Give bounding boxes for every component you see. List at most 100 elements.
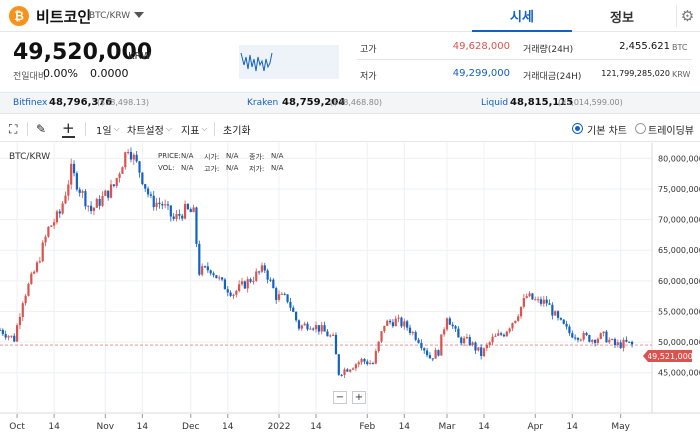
tab-sise[interactable]: 시세 xyxy=(472,0,572,32)
candle-body xyxy=(141,172,144,185)
candle-body xyxy=(277,294,281,300)
tradingview-radio[interactable] xyxy=(635,123,646,134)
legend-open-label: 시가: xyxy=(204,153,220,161)
candle-body xyxy=(92,207,96,211)
candle-body xyxy=(87,205,90,207)
indicators-menu[interactable]: 지표 ⌵ xyxy=(181,120,207,138)
candle-body xyxy=(468,337,471,346)
candle-body xyxy=(33,271,36,274)
candle-body xyxy=(602,331,605,334)
candle-body xyxy=(585,333,588,336)
top-bar: ₿ 비트코인 BTC/KRW 시세 정보 ⚙ xyxy=(0,0,700,32)
candle-body xyxy=(360,359,363,363)
interval-select[interactable]: 1일 ⌵ xyxy=(96,120,120,138)
x-tick-label: Feb xyxy=(359,422,375,432)
candle-body xyxy=(252,280,255,282)
candle-body xyxy=(52,222,56,226)
candle-body xyxy=(127,151,130,153)
coin-select-caret-icon[interactable] xyxy=(134,12,144,18)
current-price-unit: KRW xyxy=(128,51,151,62)
candle-body xyxy=(462,338,466,344)
x-tick-label: 14 xyxy=(310,422,322,432)
candle-body xyxy=(30,273,33,284)
exchange-usd-bitfinex: ($38,498.13) xyxy=(97,98,150,107)
exchange-name-bitfinex[interactable]: Bitfinex xyxy=(13,98,48,108)
candle-body xyxy=(337,354,340,375)
candle-body xyxy=(485,344,488,349)
candle-body xyxy=(568,326,571,334)
candle-body xyxy=(556,311,560,318)
candle-body xyxy=(500,333,503,335)
candle-body xyxy=(397,317,400,319)
candle-body xyxy=(562,319,565,324)
chart-settings-menu[interactable]: 차트설정 ⌵ xyxy=(127,120,172,138)
candle-body xyxy=(203,266,207,268)
tradingview-label[interactable]: 트레이딩뷰 xyxy=(648,125,694,137)
candle-body xyxy=(240,281,244,285)
candle-body xyxy=(297,320,301,329)
basic-chart-radio[interactable] xyxy=(572,123,583,134)
candle-body xyxy=(255,271,258,281)
candle-body xyxy=(460,337,463,344)
candle-body xyxy=(448,318,451,325)
candle-body xyxy=(70,163,73,185)
candle-body xyxy=(50,225,53,227)
crosshair-icon[interactable]: + xyxy=(62,119,75,138)
candle-body xyxy=(107,190,110,198)
reset-button[interactable]: 초기화 xyxy=(223,125,251,137)
candle-body xyxy=(289,301,292,308)
tab-info[interactable]: 정보 xyxy=(610,10,634,26)
exchange-name-liquid[interactable]: Liquid xyxy=(481,98,509,108)
candle-body xyxy=(522,297,525,307)
fullscreen-icon[interactable]: ⛶ xyxy=(9,121,18,136)
zoom-out-button[interactable]: − xyxy=(333,391,347,404)
candle-body xyxy=(386,320,389,326)
legend-low-value: N/A xyxy=(271,164,284,172)
candle-body xyxy=(27,283,30,296)
candle-body xyxy=(1,329,4,335)
candle-body xyxy=(630,341,634,345)
candle-body xyxy=(320,325,323,332)
candle-body xyxy=(275,288,278,300)
x-tick-label: 14 xyxy=(567,422,579,432)
legend-close-value: N/A xyxy=(271,152,284,160)
candle-body xyxy=(10,335,13,337)
candle-body xyxy=(206,266,209,271)
candle-body xyxy=(406,321,409,328)
candle-body xyxy=(502,334,506,337)
legend-high-label: 고가: xyxy=(204,165,220,173)
settings-gear-icon[interactable]: ⚙ xyxy=(676,5,698,27)
candle-body xyxy=(317,325,320,332)
candle-body xyxy=(445,318,449,330)
candle-body xyxy=(488,342,491,345)
candle-body xyxy=(47,226,50,237)
legend-vol-label: VOL: xyxy=(158,164,175,172)
basic-chart-label[interactable]: 기본 차트 xyxy=(587,125,627,137)
price-chart[interactable]: 45,000,000 50,000,000 55,000,000 60,000,000… xyxy=(0,143,700,435)
candle-body xyxy=(380,331,383,342)
candle-body xyxy=(195,207,198,244)
candle-body xyxy=(440,334,443,356)
intraday-mini-chart-svg xyxy=(240,52,273,72)
candle-body xyxy=(172,216,175,219)
candle-body xyxy=(451,324,454,327)
draw-pencil-icon[interactable]: ✎ xyxy=(36,122,47,136)
candle-body xyxy=(212,273,215,276)
candle-body xyxy=(155,202,158,208)
chevron-down-icon: ⌵ xyxy=(113,124,120,133)
candle-body xyxy=(576,337,580,340)
zoom-in-button[interactable]: + xyxy=(352,391,366,404)
coin-name[interactable]: 비트코인 xyxy=(36,8,92,26)
x-tick-label: 14 xyxy=(399,422,411,432)
candle-body xyxy=(166,204,170,206)
x-tick-label: 2022 xyxy=(268,422,291,432)
candle-body xyxy=(559,317,562,320)
exchange-name-kraken[interactable]: Kraken xyxy=(247,98,279,108)
y-tick-label: 50,000,000 xyxy=(658,338,700,347)
candle-body xyxy=(272,279,275,289)
candle-body xyxy=(608,339,611,343)
candle-body xyxy=(72,163,76,174)
candle-body xyxy=(565,323,568,327)
candle-body xyxy=(84,191,87,207)
candle-body xyxy=(198,243,201,275)
